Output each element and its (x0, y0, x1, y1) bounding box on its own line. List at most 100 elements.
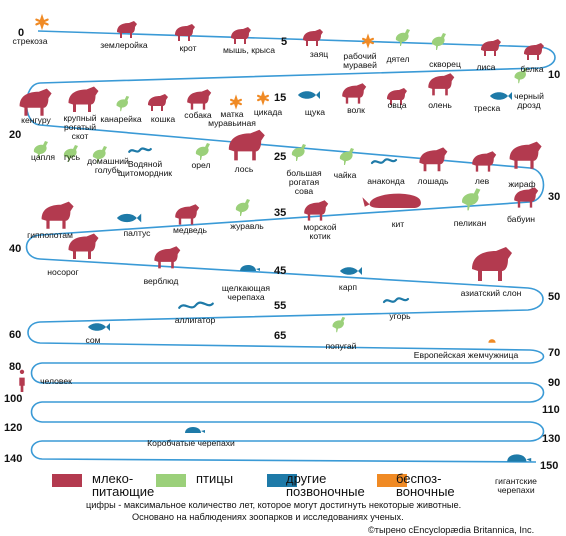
animal-label: аллигатор (175, 315, 216, 325)
animal-label: кит (392, 219, 405, 229)
legend-swatch-other_vertebrates (267, 474, 297, 487)
anaconda-icon (370, 158, 398, 165)
cattle-icon (68, 86, 99, 112)
animal-label: Водяной щитомордник (118, 159, 172, 178)
animal-label: дятел (386, 54, 409, 64)
animal-label: цапля (31, 152, 55, 162)
scale-number: 25 (274, 151, 286, 163)
cod-icon (490, 92, 512, 100)
legend-label-birds: птицы (196, 471, 233, 486)
footnote-line1: цифры - максимальное количество лет, кот… (86, 500, 461, 510)
animal-label: олень (428, 100, 452, 110)
copyright-notice: ©тырено сEncyclopædia Britannica, Inc. (368, 525, 534, 535)
animal-label: белка (520, 64, 543, 74)
animal-label: рабочий муравей (343, 51, 377, 70)
giant-tortoise-icon (507, 454, 532, 462)
pearl-mussel-icon (488, 339, 496, 343)
goose-icon (63, 145, 78, 162)
legend-swatch-birds (156, 474, 186, 487)
scale-number: 55 (274, 300, 286, 312)
animal-label: медведь (173, 225, 208, 235)
moose-icon (228, 129, 265, 161)
animal-label: жираф (508, 179, 535, 189)
scale-number: 90 (548, 377, 560, 389)
mole-icon (175, 24, 195, 41)
animal-label: Европейская жемчужница (414, 350, 519, 360)
cat-icon (148, 94, 168, 111)
canary-icon (116, 95, 130, 112)
snake-icon (128, 147, 152, 153)
animal-label: носорог (47, 267, 78, 277)
animal-label: канарейка (100, 114, 142, 124)
kangaroo-icon (19, 88, 52, 116)
timeline-track (25, 30, 556, 463)
shrew-icon (117, 21, 137, 38)
seal-icon (304, 200, 329, 221)
animal-label: собака (184, 110, 212, 120)
animal-label: попугай (326, 341, 357, 351)
heron-icon (33, 141, 48, 158)
scale-number: 50 (548, 291, 560, 303)
scale-number: 40 (9, 243, 21, 255)
animal-label: треска (474, 103, 501, 113)
animal-label: волк (347, 105, 365, 115)
scale-number: 5 (281, 36, 287, 48)
animal-label: морской котик (303, 222, 336, 241)
scale-number: 70 (548, 347, 560, 359)
blackbird-icon (514, 67, 528, 84)
animal-label: лошадь (417, 176, 449, 186)
hippo-icon (41, 201, 74, 229)
animal-label: крот (179, 43, 196, 53)
animal-label: скворец (429, 59, 461, 69)
animal-label: мышь, крыса (223, 45, 275, 55)
scale-number: 130 (542, 433, 560, 445)
animal-label: верблюд (144, 276, 179, 286)
fox-icon (481, 39, 501, 56)
scale-number: 140 (4, 453, 22, 465)
woodpecker-icon (395, 29, 410, 46)
scale-number: 100 (4, 393, 22, 405)
pike-icon (298, 91, 320, 99)
crane-icon (235, 199, 250, 216)
animal-label: чайка (334, 170, 357, 180)
legend-swatch-invertebrates (377, 474, 407, 487)
human-icon (19, 369, 25, 392)
wolf-icon (342, 83, 367, 104)
animal-label: пеликан (454, 218, 487, 228)
animal-label: черный дрозд (514, 91, 544, 110)
animal-label: овца (387, 100, 406, 110)
lion-icon (472, 151, 497, 172)
animal-label: гигантские черепахи (495, 476, 537, 495)
serpentine-timeline-line (25, 30, 556, 463)
scale-numbers: 0 5 10 15 20 25 30 35 40 45 50 55 60 65 70 80 90 100 110 12… (4, 27, 560, 472)
catfish-icon (88, 323, 110, 331)
cicada-icon (256, 90, 270, 106)
animal-label: гусь (64, 152, 81, 162)
sheep-icon (387, 88, 407, 105)
rhino-icon (68, 233, 99, 259)
animal-label: домашний голубь (87, 156, 129, 175)
pigeon-icon (92, 146, 107, 163)
animal-label: бабуин (507, 214, 535, 224)
scale-number: 60 (9, 329, 21, 341)
animal-label: большая рогатая сова (286, 168, 322, 196)
animal-labels: стрекоза землеройка крот мышь, крыса заяц раб… (12, 36, 544, 495)
scale-number: 65 (274, 330, 286, 342)
animal-label: цикада (254, 107, 282, 117)
scale-number: 15 (274, 92, 286, 104)
animal-label: заяц (310, 49, 328, 59)
scale-number: 35 (274, 207, 286, 219)
elephant-icon (472, 247, 512, 281)
animal-label: орел (191, 160, 210, 170)
ant-icon (361, 33, 375, 49)
animal-label: сом (85, 335, 100, 345)
scale-number: 20 (9, 129, 21, 141)
mouse-icon (231, 27, 251, 44)
scale-number: 80 (9, 361, 21, 373)
eel-icon (382, 297, 410, 304)
animal-label: гиппопотам (27, 230, 73, 240)
animal-silhouettes (19, 13, 544, 462)
animal-label: стрекоза (12, 36, 47, 46)
whale-icon (362, 193, 421, 208)
